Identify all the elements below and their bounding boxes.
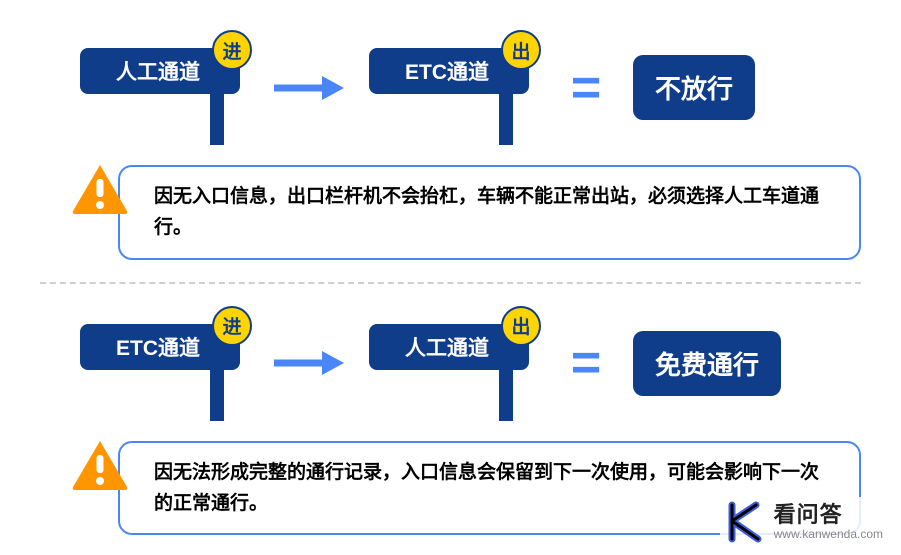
section-divider [40,282,861,284]
sign-badge-in-icon: 进 [212,30,252,70]
watermark-url: www.kanwenda.com [774,528,883,541]
watermark: 看问答 www.kanwenda.com [720,497,889,547]
sign-pole [210,368,224,421]
warning-icon [70,439,130,491]
entry-sign: 人工通道 进 [80,30,250,145]
equals-icon: = [561,58,611,118]
equals-icon: = [561,333,611,393]
watermark-text: 看问答 www.kanwenda.com [774,503,883,540]
exit-sign: 人工通道 出 [369,306,539,421]
scenario-section-1: 人工通道 进 ETC通道 出 = 不放行 因无入口信息，出口栏杆机不会抬杠，车辆… [40,30,861,260]
sign-pole [499,368,513,421]
exit-sign: ETC通道 出 [369,30,539,145]
sign-pole [210,92,224,145]
warning-icon [70,163,130,215]
watermark-title: 看问答 [774,503,883,527]
warning-text: 因无入口信息，出口栏杆机不会抬杠，车辆不能正常出站，必须选择人工车道通行。 [118,165,861,260]
sign-badge-in-icon: 进 [212,306,252,346]
arrow-icon [272,73,347,103]
flow-row: ETC通道 进 人工通道 出 = 免费通行 [40,306,861,421]
result-badge: 免费通行 [633,331,781,396]
sign-badge-out-icon: 出 [501,306,541,346]
entry-sign: ETC通道 进 [80,306,250,421]
arrow-icon [272,348,347,378]
warning-row: 因无入口信息，出口栏杆机不会抬杠，车辆不能正常出站，必须选择人工车道通行。 [40,165,861,260]
flow-row: 人工通道 进 ETC通道 出 = 不放行 [40,30,861,145]
sign-badge-out-icon: 出 [501,30,541,70]
sign-pole [499,92,513,145]
result-badge: 不放行 [633,55,755,120]
watermark-logo-icon [726,501,766,543]
